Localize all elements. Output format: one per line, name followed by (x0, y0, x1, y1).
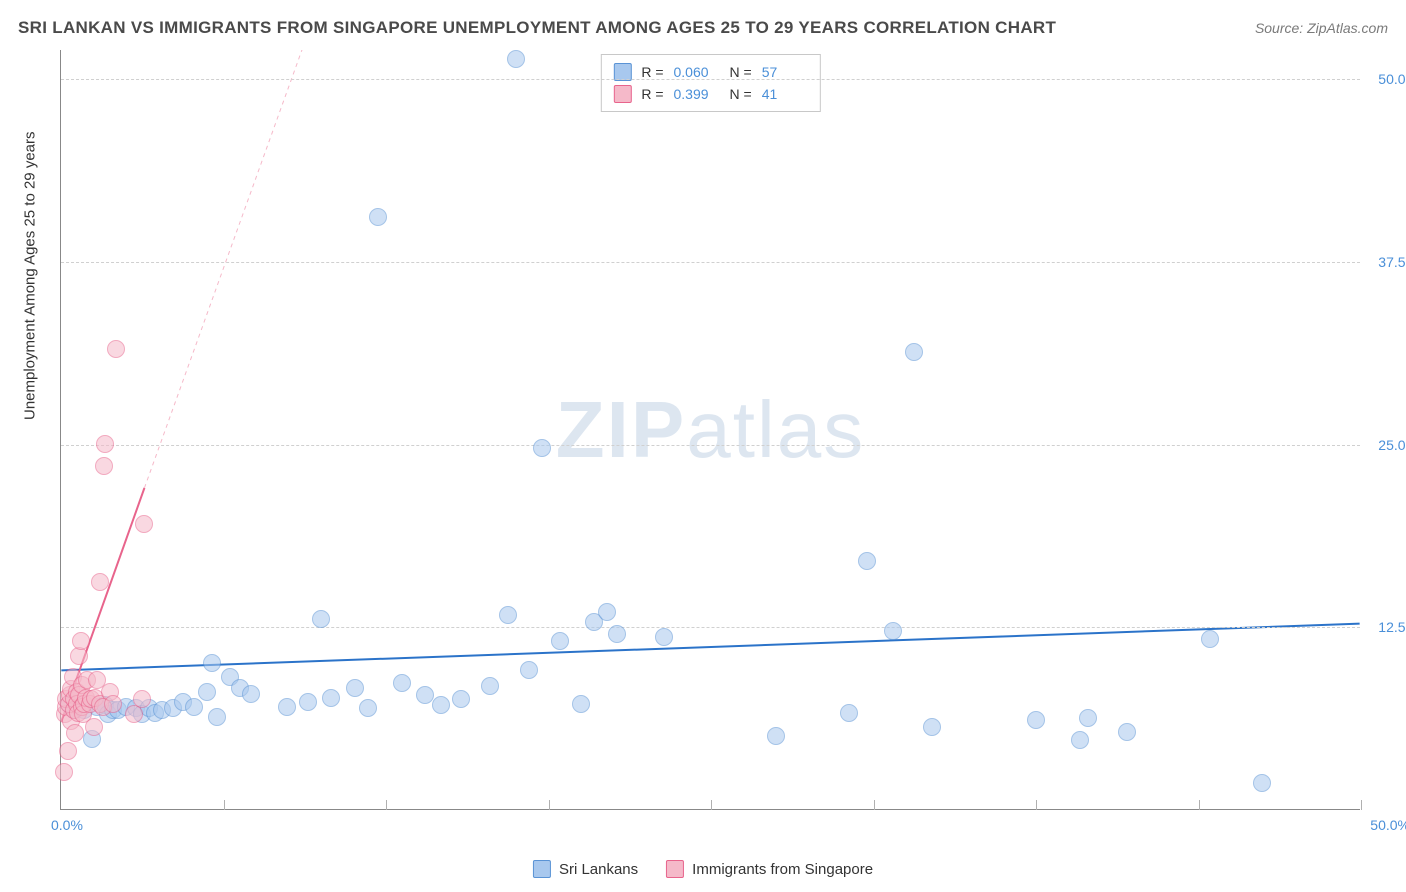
scatter-point (481, 677, 499, 695)
scatter-point (95, 457, 113, 475)
scatter-point (85, 718, 103, 736)
scatter-point (1079, 709, 1097, 727)
chart-source: Source: ZipAtlas.com (1255, 20, 1388, 36)
scatter-point (884, 622, 902, 640)
gridline-h (61, 79, 1360, 80)
stats-n-val-2: 41 (762, 86, 808, 102)
scatter-point (393, 674, 411, 692)
scatter-point (278, 698, 296, 716)
scatter-point (520, 661, 538, 679)
gridline-v (874, 800, 875, 810)
scatter-point (533, 439, 551, 457)
scatter-point (91, 573, 109, 591)
scatter-point (107, 340, 125, 358)
y-tick-label: 25.0% (1378, 437, 1406, 453)
legend-item-1: Sri Lankans (533, 860, 638, 878)
gridline-h (61, 262, 1360, 263)
scatter-point (359, 699, 377, 717)
scatter-point (572, 695, 590, 713)
scatter-point (59, 742, 77, 760)
stats-r-label-1: R = (641, 64, 663, 80)
scatter-point (608, 625, 626, 643)
stats-n-label-1: N = (730, 64, 752, 80)
stats-r-label-2: R = (641, 86, 663, 102)
scatter-point (1118, 723, 1136, 741)
scatter-point (507, 50, 525, 68)
stats-r-val-2: 0.399 (674, 86, 720, 102)
scatter-point (72, 632, 90, 650)
scatter-point (198, 683, 216, 701)
scatter-point (185, 698, 203, 716)
legend-swatch-1 (533, 860, 551, 878)
gridline-v (1036, 800, 1037, 810)
scatter-point (432, 696, 450, 714)
stats-box: R = 0.060 N = 57 R = 0.399 N = 41 (600, 54, 820, 112)
gridline-v (1199, 800, 1200, 810)
scatter-point (299, 693, 317, 711)
scatter-point (203, 654, 221, 672)
stats-n-val-1: 57 (762, 64, 808, 80)
scatter-point (840, 704, 858, 722)
scatter-point (96, 435, 114, 453)
scatter-point (598, 603, 616, 621)
scatter-point (499, 606, 517, 624)
y-tick-label: 12.5% (1378, 619, 1406, 635)
scatter-point (104, 695, 122, 713)
scatter-point (55, 763, 73, 781)
scatter-point (242, 685, 260, 703)
gridline-v (711, 800, 712, 810)
scatter-point (346, 679, 364, 697)
legend-swatch-2 (666, 860, 684, 878)
bottom-legend: Sri Lankans Immigrants from Singapore (533, 860, 873, 878)
watermark-bold: ZIP (556, 385, 686, 474)
gridline-h (61, 627, 1360, 628)
scatter-point (1201, 630, 1219, 648)
scatter-point (1253, 774, 1271, 792)
chart-title: SRI LANKAN VS IMMIGRANTS FROM SINGAPORE … (18, 18, 1056, 38)
scatter-point (655, 628, 673, 646)
scatter-point (133, 690, 151, 708)
plot-area: ZIPatlas R = 0.060 N = 57 R = 0.399 N = … (60, 50, 1360, 810)
scatter-point (369, 208, 387, 226)
scatter-point (312, 610, 330, 628)
y-axis-title: Unemployment Among Ages 25 to 29 years (22, 131, 39, 420)
gridline-v (1361, 800, 1362, 810)
scatter-point (767, 727, 785, 745)
x-tick-max: 50.0% (1370, 817, 1406, 833)
watermark: ZIPatlas (556, 384, 865, 476)
scatter-point (858, 552, 876, 570)
stats-n-label-2: N = (730, 86, 752, 102)
legend-item-2: Immigrants from Singapore (666, 860, 873, 878)
scatter-point (551, 632, 569, 650)
stats-swatch-2 (613, 85, 631, 103)
scatter-point (322, 689, 340, 707)
scatter-point (923, 718, 941, 736)
scatter-point (135, 515, 153, 533)
scatter-point (452, 690, 470, 708)
legend-label-1: Sri Lankans (559, 861, 638, 878)
gridline-v (224, 800, 225, 810)
y-tick-label: 37.5% (1378, 254, 1406, 270)
scatter-point (66, 724, 84, 742)
stats-row-2: R = 0.399 N = 41 (613, 83, 807, 105)
chart-header: SRI LANKAN VS IMMIGRANTS FROM SINGAPORE … (18, 18, 1388, 38)
scatter-point (208, 708, 226, 726)
gridline-h (61, 445, 1360, 446)
scatter-point (1071, 731, 1089, 749)
stats-r-val-1: 0.060 (674, 64, 720, 80)
scatter-point (905, 343, 923, 361)
x-tick-origin: 0.0% (51, 817, 83, 833)
gridline-v (549, 800, 550, 810)
gridline-v (386, 800, 387, 810)
watermark-light: atlas (686, 385, 865, 474)
legend-label-2: Immigrants from Singapore (692, 861, 873, 878)
scatter-point (1027, 711, 1045, 729)
y-tick-label: 50.0% (1378, 71, 1406, 87)
